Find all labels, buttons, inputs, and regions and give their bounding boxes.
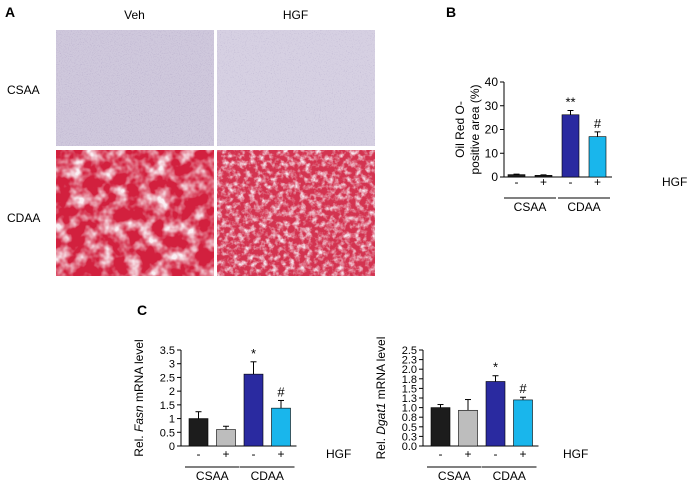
dgat1-ytick-label: 2.0 — [402, 364, 417, 376]
oil-red-o-category-label: + — [594, 175, 601, 189]
dgat1-ytick-label: 1.3 — [402, 393, 417, 405]
dgat1-bar — [485, 381, 506, 447]
fasn-category-label: + — [222, 447, 229, 461]
row-label-cdaa: CDAA — [7, 211, 41, 225]
oil-red-o-significance-mark: ** — [565, 95, 575, 110]
dgat1-significance-mark: * — [493, 360, 498, 375]
oil-red-o-bar — [561, 114, 580, 178]
fasn-ytick-label: 2 — [169, 386, 175, 398]
oil-red-o-bar — [588, 136, 607, 178]
fasn-ylabel: Rel. Fasn mRNA level — [132, 339, 146, 456]
dgat1-ytick-label: 0.0 — [402, 441, 417, 453]
fasn-ytick-label: 3.5 — [160, 345, 175, 357]
oil-red-o-ylabel: positive area (%) — [468, 84, 482, 174]
oil-red-o-group-label: CSAA — [514, 200, 547, 214]
dgat1-treatment-label: HGF — [563, 447, 588, 461]
dgat1-ytick-label: 2.3 — [402, 355, 417, 367]
fasn-significance-mark: * — [251, 346, 256, 361]
panel-label-a: A — [5, 4, 16, 20]
dgat1-category-label: + — [464, 447, 471, 461]
oil-red-o-ylabel: Oil Red O- — [453, 101, 467, 158]
oil-red-o-ytick-label: 0 — [491, 170, 498, 184]
dgat1-category-label: + — [519, 447, 526, 461]
fasn-bar — [216, 429, 236, 447]
fasn-ytick-label: 2.5 — [160, 372, 175, 384]
oil-red-o-group-label: CDAA — [567, 200, 600, 214]
oil-red-o-category-label: - — [569, 175, 573, 189]
oil-red-o-ytick-label: 10 — [485, 146, 499, 160]
fasn-ytick-label: 0.5 — [160, 427, 175, 439]
fasn-bar — [243, 373, 264, 447]
fasn-group-label: CSAA — [196, 469, 229, 483]
panel-label-c: C — [137, 302, 148, 318]
oil-red-o-category-label: - — [515, 175, 519, 189]
fasn-significance-mark: # — [277, 384, 285, 399]
dgat1-bar — [430, 407, 451, 447]
column-label-hgf: HGF — [282, 8, 309, 22]
dgat1-significance-mark: # — [519, 381, 527, 396]
oil-red-o-ytick-label: 30 — [485, 99, 499, 113]
fasn-category-label: + — [277, 447, 284, 461]
dgat1-group-label: CSAA — [438, 469, 471, 483]
dgat1-bar — [513, 399, 533, 447]
panel-label-b: B — [446, 4, 457, 20]
dgat1-ylabel: Rel. Dgat1 mRNA level — [374, 337, 388, 460]
dgat1-ytick-label: 0.3 — [402, 431, 417, 443]
dgat1-group-label: CDAA — [493, 469, 526, 483]
dgat1-category-label: - — [439, 447, 443, 461]
fasn-category-label: - — [252, 447, 256, 461]
row-label-csaa: CSAA — [7, 83, 40, 97]
fasn-ytick-label: 3 — [169, 359, 175, 371]
dgat1-ytick-label: 1.5 — [402, 383, 417, 395]
fasn-group-label: CDAA — [251, 469, 284, 483]
dgat1-ytick-label: 0.5 — [402, 422, 417, 434]
dgat1-ytick-label: 0.8 — [402, 412, 417, 424]
oil-red-o-ytick-label: 20 — [485, 123, 499, 137]
oil-red-o-treatment-label: HGF — [662, 175, 687, 189]
micrograph-cdaa-hgf — [217, 150, 375, 276]
oil-red-o-significance-mark: # — [594, 116, 602, 131]
micrograph-cdaa-veh — [56, 150, 214, 276]
fasn-bar — [271, 407, 291, 447]
fasn-ytick-label: 0 — [169, 441, 175, 453]
fasn-bar — [188, 418, 209, 447]
fasn-ytick-label: 1 — [169, 414, 175, 426]
dgat1-ytick-label: 1.0 — [402, 403, 417, 415]
dgat1-bar — [458, 409, 478, 447]
fasn-treatment-label: HGF — [326, 447, 351, 461]
oil-red-o-ytick-label: 40 — [485, 75, 499, 89]
micrograph-csaa-veh — [56, 30, 214, 146]
column-label-veh: Veh — [124, 8, 145, 22]
oil-red-o-category-label: + — [540, 175, 547, 189]
dgat1-ytick-label: 2.5 — [402, 345, 417, 357]
micrograph-csaa-hgf — [217, 30, 375, 146]
dgat1-ytick-label: 1.8 — [402, 374, 417, 386]
fasn-category-label: - — [197, 447, 201, 461]
dgat1-category-label: - — [494, 447, 498, 461]
fasn-ytick-label: 1.5 — [160, 400, 175, 412]
